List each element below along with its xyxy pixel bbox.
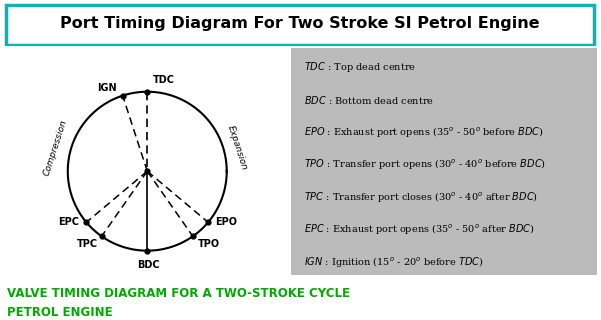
Text: VALVE TIMING DIAGRAM FOR A TWO-STROKE CYCLE: VALVE TIMING DIAGRAM FOR A TWO-STROKE CY…	[7, 287, 350, 300]
Text: $\it{IGN}$ : Ignition (15$^o$ - 20$^o$ before $\it{TDC}$): $\it{IGN}$ : Ignition (15$^o$ - 20$^o$ b…	[304, 255, 483, 270]
Text: Expansion: Expansion	[225, 124, 249, 171]
Text: EPC: EPC	[58, 217, 79, 227]
Text: $\it{TDC}$ : Top dead centre: $\it{TDC}$ : Top dead centre	[304, 60, 416, 74]
Text: Port Timing Diagram For Two Stroke SI Petrol Engine: Port Timing Diagram For Two Stroke SI Pe…	[60, 16, 540, 31]
FancyBboxPatch shape	[291, 48, 597, 275]
Text: IGN: IGN	[97, 83, 117, 93]
Text: TPO: TPO	[198, 239, 220, 249]
Text: Compression: Compression	[43, 118, 69, 177]
Text: $\it{EPC}$ : Exhaust port opens (35$^o$ - 50$^o$ after $\it{BDC}$): $\it{EPC}$ : Exhaust port opens (35$^o$ …	[304, 223, 534, 237]
Text: TDC: TDC	[153, 75, 175, 84]
FancyBboxPatch shape	[6, 5, 594, 45]
Text: $\it{EPO}$ : Exhaust port opens (35$^o$ - 50$^o$ before $\it{BDC}$): $\it{EPO}$ : Exhaust port opens (35$^o$ …	[304, 125, 543, 140]
Text: BDC: BDC	[138, 260, 160, 270]
Text: $\it{TPO}$ : Transfer port opens (30$^o$ - 40$^o$ before $\it{BDC}$): $\it{TPO}$ : Transfer port opens (30$^o$…	[304, 158, 546, 172]
Text: TPC: TPC	[78, 239, 99, 249]
Text: $\it{BDC}$ : Bottom dead centre: $\it{BDC}$ : Bottom dead centre	[304, 94, 434, 106]
Text: EPO: EPO	[215, 217, 237, 227]
Text: PETROL ENGINE: PETROL ENGINE	[7, 306, 113, 318]
Text: $\it{TPC}$ : Transfer port closes (30$^o$ - 40$^o$ after $\it{BDC}$): $\it{TPC}$ : Transfer port closes (30$^o…	[304, 190, 538, 205]
